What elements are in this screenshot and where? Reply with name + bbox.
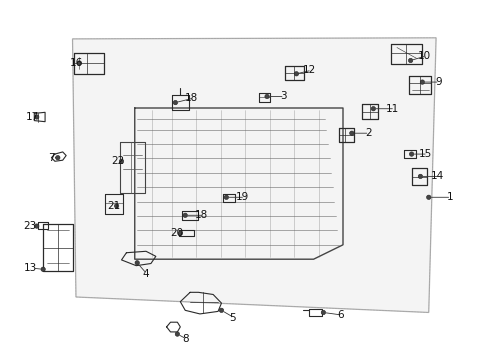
Text: 6: 6 <box>337 310 344 320</box>
Circle shape <box>265 94 269 99</box>
Circle shape <box>175 332 179 336</box>
Text: 1: 1 <box>447 192 454 202</box>
Circle shape <box>178 231 182 235</box>
Text: 16: 16 <box>70 58 83 68</box>
Text: 18: 18 <box>195 210 208 220</box>
Circle shape <box>294 72 298 76</box>
Circle shape <box>77 61 81 65</box>
Circle shape <box>173 100 177 105</box>
Text: 22: 22 <box>112 156 125 166</box>
Circle shape <box>350 131 354 135</box>
Text: 21: 21 <box>107 201 120 211</box>
Text: 11: 11 <box>386 104 399 114</box>
Text: 13: 13 <box>24 263 37 273</box>
Text: 5: 5 <box>229 312 236 323</box>
Text: 9: 9 <box>435 77 442 87</box>
Circle shape <box>135 261 139 265</box>
Circle shape <box>56 156 60 160</box>
Circle shape <box>115 204 119 208</box>
Text: 8: 8 <box>182 334 189 344</box>
Circle shape <box>183 213 187 217</box>
Text: 3: 3 <box>280 91 287 102</box>
Text: 17: 17 <box>25 112 39 122</box>
Circle shape <box>35 115 39 119</box>
Circle shape <box>420 80 424 84</box>
Circle shape <box>321 310 325 315</box>
Circle shape <box>371 107 375 111</box>
Text: 18: 18 <box>185 93 198 103</box>
Circle shape <box>35 224 39 228</box>
Circle shape <box>220 308 223 312</box>
Text: 12: 12 <box>303 65 316 75</box>
Circle shape <box>418 174 422 179</box>
Text: 14: 14 <box>431 171 444 181</box>
Text: 2: 2 <box>365 128 372 138</box>
Circle shape <box>41 267 45 271</box>
Text: 20: 20 <box>171 228 184 238</box>
Text: 23: 23 <box>24 221 37 231</box>
Circle shape <box>224 195 228 199</box>
Polygon shape <box>73 38 436 312</box>
Circle shape <box>410 152 414 156</box>
Text: 10: 10 <box>417 51 431 61</box>
Circle shape <box>409 58 413 63</box>
Text: 4: 4 <box>142 269 149 279</box>
Circle shape <box>120 159 123 163</box>
Circle shape <box>427 195 431 199</box>
Text: 7: 7 <box>48 153 55 163</box>
Text: 19: 19 <box>236 192 249 202</box>
Text: 15: 15 <box>419 149 432 159</box>
